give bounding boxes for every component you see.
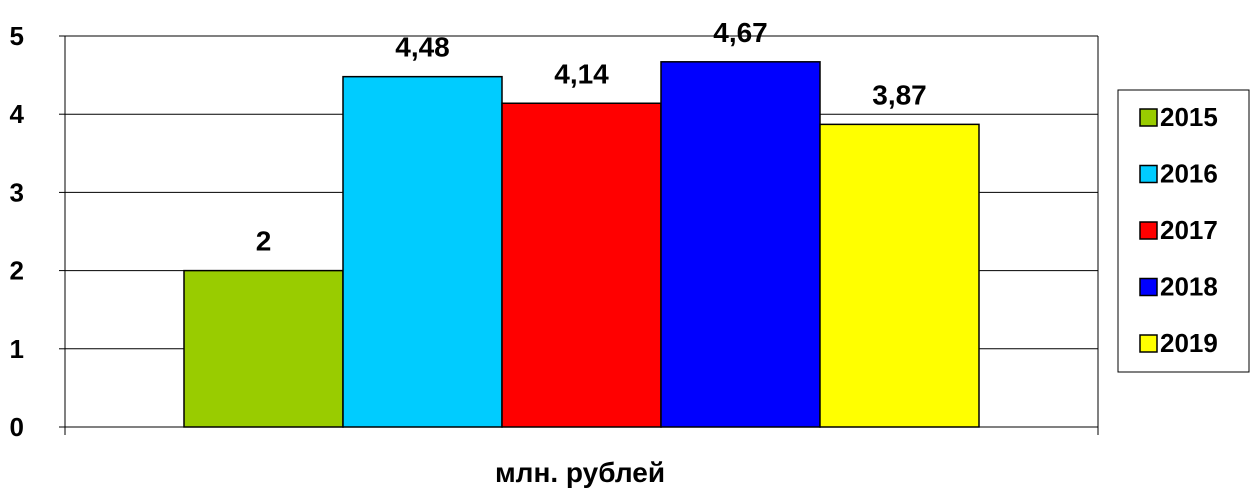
data-label-2019: 3,87 [872,79,927,110]
legend-swatch-2015 [1139,108,1158,127]
y-tick-label: 0 [10,412,24,442]
legend-label-2017: 2017 [1160,215,1218,245]
legend-swatch-2016 [1139,164,1158,184]
bar-2015 [183,269,344,428]
bar-2017 [501,102,662,428]
data-label-2018: 4,67 [713,17,768,48]
legend-label-2018: 2018 [1160,272,1218,302]
legend-label-2019: 2019 [1160,328,1218,358]
data-label-2016: 4,48 [395,32,450,63]
legend-label-2015: 2015 [1160,102,1218,132]
legend-swatch-2018 [1139,277,1158,297]
y-tick-labels: 0 1 2 3 4 5 [10,21,25,442]
bars [183,61,980,428]
data-label-2015: 2 [256,226,272,257]
bar-2018 [660,61,821,428]
legend-label-2016: 2016 [1160,159,1218,189]
bar-2019 [819,123,980,428]
y-tick-label: 2 [10,256,24,286]
legend-swatch-2019 [1139,334,1158,353]
legend-swatch-2017 [1139,221,1158,240]
data-labels: 2 4,48 4,14 4,67 3,87 [256,17,927,257]
bar-2016 [342,75,503,428]
y-tick-label: 1 [10,334,24,364]
legend: 2015 2016 2017 2018 2019 [1117,89,1250,373]
x-axis-title: млн. рублей [495,457,665,488]
y-tick-label: 5 [10,21,24,51]
data-label-2017: 4,14 [554,58,609,89]
y-tick-label: 4 [10,99,25,129]
y-tick-label: 3 [10,177,24,207]
